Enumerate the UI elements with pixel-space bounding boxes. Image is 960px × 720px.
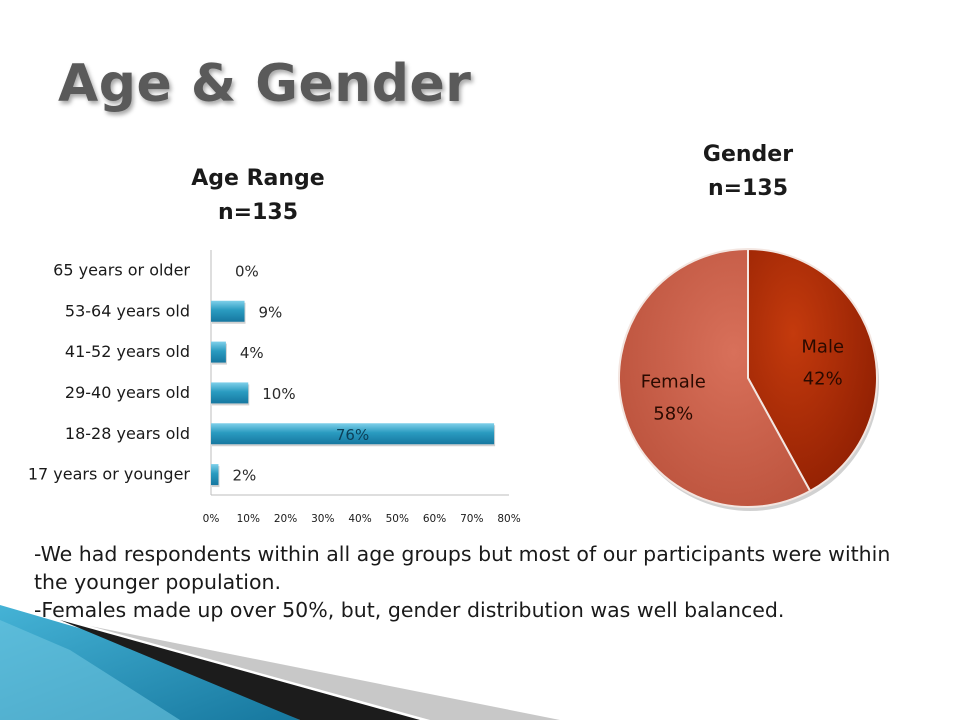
bar [211,341,226,363]
x-tick-label: 50% [386,513,409,525]
gender-chart-title: Gender [702,142,794,167]
data-label: 2% [232,467,256,485]
decor-black-stripe [60,620,420,720]
category-label: 53-64 years old [65,301,190,320]
category-label: 17 years or younger [28,465,191,484]
bar [211,423,495,445]
slice-male [747,247,878,493]
decor-grey-stripe [90,626,560,720]
gender-chart-heading: Gender n=135 [668,138,828,206]
slide-notes: -We had respondents within all age group… [34,540,914,624]
slice-label: Male [801,336,844,357]
age-chart-heading: Age Range n=135 [178,162,338,230]
data-label: 4% [240,344,264,362]
age-chart-subtitle: n=135 [217,200,299,225]
x-tick-label: 30% [311,513,334,525]
decor-blue-wedge-light [0,620,180,720]
gender-chart-subtitle: n=135 [707,176,789,201]
slice-female [618,247,812,508]
data-label: 9% [259,303,283,321]
x-tick-label: 10% [237,513,260,525]
x-tick-label: 60% [423,513,446,525]
bar [211,382,249,404]
category-label: 41-52 years old [65,342,190,361]
bar [211,300,245,322]
x-tick-label: 0% [203,513,220,525]
slide-title: Age & Gender [58,54,472,114]
data-label: 0% [235,262,259,280]
slice-label: Female [641,372,706,393]
bar [211,464,219,486]
gender-pie-chart: Male 42% Female 58% [618,247,879,511]
category-label: 18-28 years old [65,424,190,443]
note-gender: -Females made up over 50%, but, gender d… [34,598,785,622]
category-label: 29-40 years old [65,383,190,402]
slice-value-label: 42% [803,368,843,389]
data-label: 10% [262,385,295,403]
note-age: -We had respondents within all age group… [34,542,891,594]
x-tick-label: 70% [460,513,483,525]
data-label: 76% [336,426,369,444]
age-range-bar-chart: 65 years or older 0% 53-64 years old 9% 41-5… [28,250,521,525]
x-tick-label: 80% [497,513,520,525]
age-chart-title: Age Range [191,166,325,191]
x-tick-label: 40% [348,513,371,525]
slice-value-label: 58% [653,404,693,425]
x-tick-label: 20% [274,513,297,525]
category-label: 65 years or older [53,260,190,279]
